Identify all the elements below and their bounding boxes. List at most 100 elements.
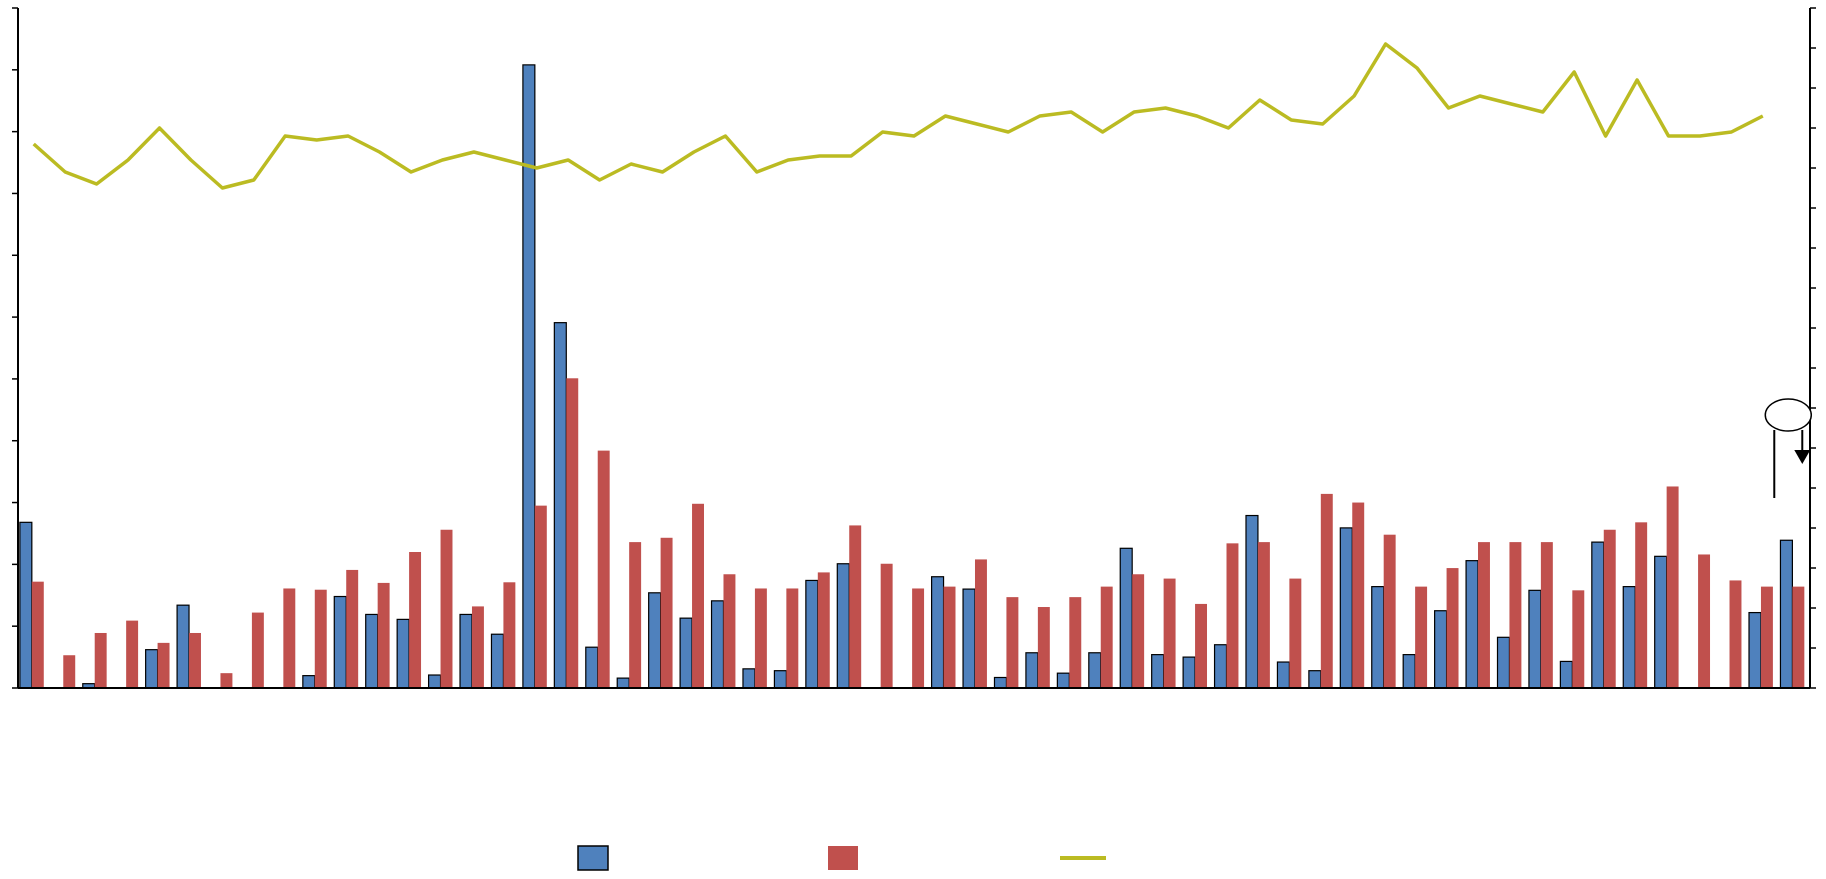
- bar-series-2: [377, 582, 390, 688]
- bar-series-1: [679, 617, 693, 689]
- bar-series-1: [1245, 514, 1259, 689]
- bar-series-1: [836, 563, 850, 689]
- bar-series-2: [880, 563, 893, 688]
- bar-series-1: [333, 595, 347, 689]
- bar-series-1: [585, 646, 599, 689]
- bar-series-1: [1182, 656, 1196, 689]
- bar-series-2: [1037, 607, 1050, 688]
- bar-series-1: [773, 670, 787, 689]
- bar-series-1: [1276, 661, 1290, 689]
- bar-series-1: [993, 676, 1008, 689]
- bar-series-2: [1509, 542, 1522, 688]
- bar-series-2: [63, 655, 76, 688]
- bar-series-1: [1496, 636, 1511, 689]
- line-series-3: [32, 42, 1764, 190]
- bar-series-1: [1402, 654, 1416, 689]
- bar-series-2: [157, 642, 170, 688]
- bar-series-1: [459, 613, 473, 689]
- bar-series-2: [1226, 543, 1239, 688]
- bar-series-1: [710, 600, 725, 689]
- bars-layer: [19, 64, 1805, 689]
- bar-series-1: [365, 613, 379, 689]
- bar-series-2: [660, 537, 673, 688]
- annotation-layer: [1764, 398, 1813, 498]
- bar-series-1: [553, 322, 567, 689]
- bar-series-1: [1654, 555, 1668, 689]
- bar-series-2: [754, 588, 767, 688]
- bar-series-2: [1163, 578, 1176, 688]
- line-layer: [32, 42, 1764, 190]
- bar-series-2: [1603, 529, 1616, 688]
- bar-series-2: [723, 574, 736, 688]
- bar-series-2: [1415, 586, 1428, 688]
- bar-series-1: [1434, 610, 1448, 689]
- bar-series-2: [31, 581, 44, 688]
- legend-swatch-series-1: [577, 845, 609, 871]
- bar-series-1: [1213, 644, 1228, 689]
- bar-series-1: [1308, 670, 1322, 689]
- bar-series-1: [1559, 660, 1573, 689]
- bar-series-2: [1257, 542, 1270, 688]
- bar-series-1: [805, 579, 819, 689]
- bar-series-2: [1635, 522, 1648, 688]
- bar-series-2: [1352, 502, 1365, 688]
- bar-series-2: [629, 542, 642, 688]
- bar-series-1: [302, 675, 316, 689]
- bar-series-2: [409, 552, 422, 688]
- bar-series-2: [251, 612, 264, 688]
- bar-series-2: [566, 378, 579, 688]
- bar-series-1: [1339, 527, 1353, 689]
- bar-series-2: [1320, 493, 1333, 688]
- bar-series-2: [912, 588, 925, 688]
- bar-series-2: [1006, 597, 1019, 688]
- bar-series-2: [126, 620, 139, 688]
- bar-series-1: [427, 674, 442, 689]
- bar-series-1: [1465, 560, 1479, 689]
- bar-series-2: [1132, 574, 1145, 688]
- axes-layer: [12, 7, 1816, 689]
- bar-series-2: [503, 582, 516, 688]
- y-ticks-left: [12, 7, 18, 689]
- bar-series-2: [534, 505, 547, 688]
- bar-series-2: [440, 529, 453, 688]
- bar-series-1: [931, 576, 945, 689]
- bar-series-2: [1069, 597, 1082, 688]
- bar-series-2: [220, 673, 233, 688]
- bar-series-2: [1289, 578, 1302, 688]
- bar-series-1: [1119, 547, 1133, 689]
- bar-series-2: [1446, 568, 1459, 688]
- bar-series-2: [1478, 542, 1490, 688]
- bar-series-1: [962, 588, 976, 689]
- annotation-oval: [1764, 398, 1813, 432]
- bar-series-1: [490, 633, 505, 689]
- bar-series-1: [1779, 539, 1793, 689]
- bar-series-1: [19, 521, 33, 689]
- bar-series-2: [692, 503, 704, 688]
- y-ticks-right: [1810, 7, 1816, 689]
- bar-series-2: [1195, 603, 1208, 688]
- bar-series-1: [522, 64, 536, 689]
- bar-series-1: [1591, 541, 1605, 689]
- bar-series-2: [1383, 534, 1396, 688]
- bar-series-1: [1528, 589, 1542, 689]
- bar-series-2: [1792, 586, 1805, 688]
- bar-series-1: [1371, 586, 1385, 689]
- bar-series-2: [943, 586, 956, 688]
- bar-series-2: [817, 572, 830, 688]
- bar-series-1: [1088, 652, 1102, 689]
- bar-series-1: [1622, 586, 1636, 689]
- bar-series-2: [849, 525, 862, 688]
- bar-series-2: [1760, 586, 1773, 688]
- bar-series-2: [974, 559, 987, 688]
- bar-series-2: [1666, 486, 1679, 688]
- bar-series-2: [597, 450, 610, 688]
- bar-series-2: [1540, 542, 1553, 688]
- legend-swatch-series-2: [828, 846, 858, 870]
- bar-series-2: [1729, 580, 1742, 688]
- bar-series-1: [176, 604, 190, 689]
- legend: [577, 845, 1106, 871]
- bar-series-2: [1100, 586, 1113, 688]
- bar-series-2: [786, 588, 799, 688]
- bar-series-1: [1748, 611, 1762, 689]
